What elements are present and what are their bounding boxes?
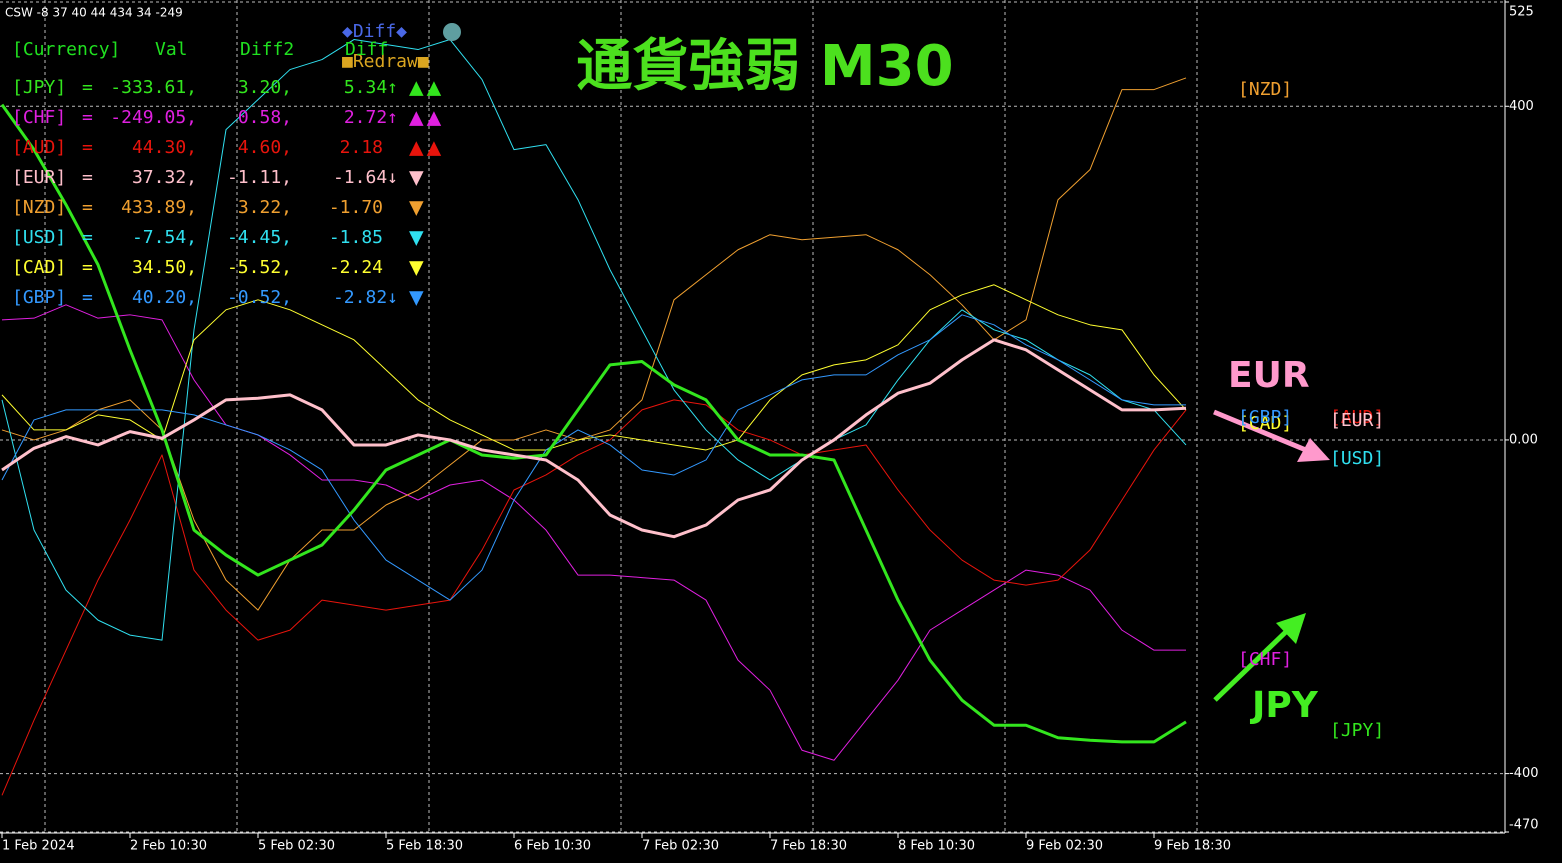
x-tick-label: 5 Feb 18:30 xyxy=(386,839,463,854)
table-header: Diff2 xyxy=(240,39,294,60)
diff2: -4.45, xyxy=(227,227,292,248)
x-tick-label: 9 Feb 18:30 xyxy=(1154,839,1231,854)
trend-icons: ▼ xyxy=(409,227,427,249)
indicator-label: CSW -8 37 40 44 434 34 -249 xyxy=(5,6,183,20)
x-tick-label: 6 Feb 10:30 xyxy=(514,839,591,854)
equals: = xyxy=(82,167,93,188)
jpy-arrowhead xyxy=(1276,613,1306,644)
diff2: -5.52, xyxy=(227,257,292,278)
series-end-label: [NZD] xyxy=(1238,79,1292,100)
plot xyxy=(0,1,1505,833)
toggle-dot[interactable] xyxy=(443,23,461,41)
diff2: 3.22, xyxy=(238,197,292,218)
table-header: Diff xyxy=(345,39,388,60)
y-tick-label: -470 xyxy=(1509,818,1539,833)
x-tick-label: 5 Feb 02:30 xyxy=(258,839,335,854)
vertical-grid xyxy=(44,0,1198,833)
currency-name: [USD] xyxy=(12,227,66,248)
table-header: [Currency] xyxy=(12,39,120,60)
trend-icons: ▲▲ xyxy=(409,77,444,99)
series-end-label: [USD] xyxy=(1330,448,1384,469)
annotation: EUR xyxy=(1228,355,1310,396)
redraw-button[interactable]: ■Redraw■ xyxy=(342,51,429,72)
table-header: Val xyxy=(155,39,188,60)
currency-name: [CAD] xyxy=(12,257,66,278)
currency-name: [JPY] xyxy=(12,77,66,98)
diff: 2.18 xyxy=(340,137,383,158)
trend-icons: ▼ xyxy=(409,257,427,279)
diff: -1.64↓ xyxy=(333,167,398,188)
trend-icons: ▼ xyxy=(409,287,427,309)
diff2: 0.58, xyxy=(238,107,292,128)
eur-arrow xyxy=(1213,409,1319,458)
diff2: 4.60, xyxy=(238,137,292,158)
value: 44.30, xyxy=(132,137,197,158)
currency-name: [CHF] xyxy=(12,107,66,128)
series-line xyxy=(1,77,1187,611)
series-end-label: [CAD] xyxy=(1238,413,1292,434)
diff: -2.24 xyxy=(329,257,383,278)
diff: -1.85 xyxy=(329,227,383,248)
diff: 5.34↑ xyxy=(344,77,398,98)
overlay: CSW -8 37 40 44 434 34 -249 通貨強弱 M30 ◆Di… xyxy=(5,6,1330,702)
trend-icons: ▼ xyxy=(409,197,427,219)
value: 37.32, xyxy=(132,167,197,188)
x-tick-label: 7 Feb 18:30 xyxy=(770,839,847,854)
y-tick-label: 0.00 xyxy=(1509,432,1538,447)
value: -7.54, xyxy=(132,227,197,248)
equals: = xyxy=(82,137,93,158)
value: -333.61, xyxy=(110,77,197,98)
trend-icons: ▲▲ xyxy=(409,137,444,159)
x-tick-label: 8 Feb 10:30 xyxy=(898,839,975,854)
series-line xyxy=(1,39,1187,641)
trend-icons: ▼ xyxy=(409,167,427,189)
diff: -2.82↓ xyxy=(333,287,398,308)
series-end-label: [EUR] xyxy=(1330,410,1384,431)
annotation: JPY xyxy=(1249,685,1319,726)
jpy-arrow xyxy=(1213,623,1295,702)
series-line xyxy=(1,338,1187,539)
series-line xyxy=(1,399,1187,796)
x-tick-label: 1 Feb 2024 xyxy=(2,839,75,854)
x-tick-label: 9 Feb 02:30 xyxy=(1026,839,1103,854)
diff-button[interactable]: ◆Diff◆ xyxy=(342,21,407,42)
series-end-label: [CHF] xyxy=(1238,649,1292,670)
diff: -1.70 xyxy=(329,197,383,218)
y-tick-label: -400 xyxy=(1509,766,1539,781)
y-tick-label: 525 xyxy=(1509,5,1534,20)
chart-title: 通貨強弱 M30 xyxy=(576,34,953,99)
diff2: -1.11, xyxy=(227,167,292,188)
diff: 2.72↑ xyxy=(344,107,398,128)
equals: = xyxy=(82,257,93,278)
value: 34.50, xyxy=(132,257,197,278)
value: 433.89, xyxy=(121,197,197,218)
equals: = xyxy=(82,227,93,248)
series-line xyxy=(0,103,1187,744)
currency-name: [GBP] xyxy=(12,287,66,308)
currency-name: [NZD] xyxy=(12,197,66,218)
eur-arrowhead xyxy=(1297,438,1330,462)
trend-icons: ▲▲ xyxy=(409,107,444,129)
value: -249.05, xyxy=(110,107,197,128)
diff2: -0.52, xyxy=(227,287,292,308)
diff2: 3.20, xyxy=(238,77,292,98)
value: 40.20, xyxy=(132,287,197,308)
equals: = xyxy=(82,107,93,128)
currency-name: [EUR] xyxy=(12,167,66,188)
series-line xyxy=(1,304,1186,761)
series-end-label: [AUD] xyxy=(1330,407,1384,428)
y-tick-label: 400 xyxy=(1509,99,1534,114)
currency-name: [AUD] xyxy=(12,137,66,158)
series-end-label: [JPY] xyxy=(1330,720,1384,741)
equals: = xyxy=(82,287,93,308)
x-tick-label: 7 Feb 02:30 xyxy=(642,839,719,854)
equals: = xyxy=(82,77,93,98)
x-tick-label: 2 Feb 10:30 xyxy=(130,839,207,854)
series-end-label: [GBP] xyxy=(1238,407,1292,428)
equals: = xyxy=(82,197,93,218)
